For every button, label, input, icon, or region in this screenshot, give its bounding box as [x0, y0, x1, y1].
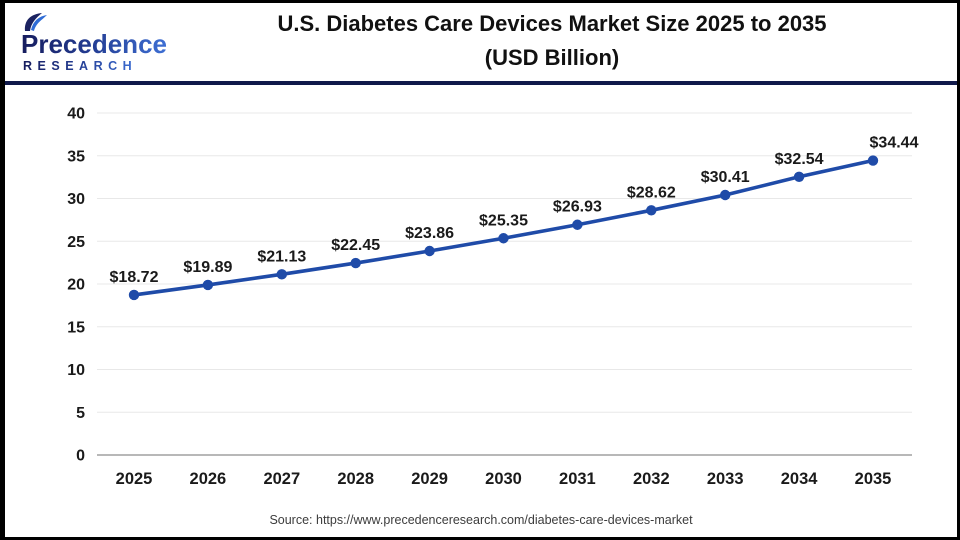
data-label: $32.54: [775, 151, 824, 168]
x-tick-label: 2030: [485, 470, 522, 488]
data-label: $21.13: [257, 248, 306, 265]
x-tick-label: 2033: [707, 470, 744, 488]
data-point: [276, 269, 287, 280]
data-label: $18.72: [110, 269, 159, 286]
data-point: [202, 279, 214, 291]
logo-subtext: RESEARCH: [23, 59, 137, 73]
leaf-icon-highlight: [31, 15, 47, 31]
header-divider: [5, 81, 957, 85]
source-citation: Source: https://www.precedenceresearch.c…: [269, 513, 693, 527]
data-point: [793, 171, 805, 182]
data-label: $22.45: [331, 237, 380, 254]
y-tick-label: 5: [76, 405, 85, 422]
x-tick-label: 2027: [263, 470, 300, 488]
data-point: [572, 219, 583, 230]
y-tick-label: 35: [67, 148, 85, 165]
y-tick-label: 15: [67, 319, 85, 336]
data-label: $28.62: [627, 184, 676, 201]
chart-area: 0 5 10 15 20 25 30 35 40 $18.72 2025 $19.89 2026 $21.…: [5, 85, 957, 491]
precedence-research-logo: Precedence RESEARCH: [21, 13, 167, 73]
y-tick-label: 25: [67, 234, 85, 251]
header: Precedence RESEARCH U.S. Diabetes Care D…: [5, 3, 957, 81]
y-tick-label: 40: [67, 106, 85, 123]
chart-title-line2: (USD Billion): [484, 45, 620, 70]
x-tick-label: 2029: [411, 470, 448, 488]
y-tick-label: 0: [76, 448, 85, 465]
data-point: [646, 205, 657, 216]
data-label: $25.35: [479, 212, 528, 229]
x-tick-label: 2025: [116, 470, 153, 488]
x-tick-label: 2031: [559, 470, 596, 488]
market-line-chart: 0510152025303540$18.722025$19.892026$21.…: [67, 106, 919, 489]
data-point: [128, 289, 140, 301]
y-tick-label: 20: [67, 277, 85, 294]
y-tick-label: 30: [67, 191, 85, 208]
logo-wordmark: Precedence: [21, 29, 167, 59]
data-point: [867, 155, 879, 166]
chart-title-line1: U.S. Diabetes Care Devices Market Size 2…: [277, 11, 827, 36]
x-tick-label: 2026: [190, 470, 227, 488]
data-point: [720, 189, 731, 201]
data-point: [498, 233, 509, 244]
y-tick-label: 10: [67, 362, 85, 379]
x-tick-label: 2028: [337, 470, 374, 488]
chart-title: U.S. Diabetes Care Devices Market Size 2…: [155, 7, 949, 75]
data-label: $19.89: [183, 259, 232, 276]
data-point: [424, 245, 435, 257]
data-label: $34.44: [870, 135, 919, 152]
data-label: $23.86: [405, 225, 454, 242]
x-tick-label: 2035: [855, 470, 892, 488]
data-label: $30.41: [701, 169, 750, 186]
data-point: [350, 257, 361, 269]
leaf-icon: [24, 13, 42, 31]
x-tick-label: 2034: [781, 470, 819, 488]
x-tick-label: 2032: [633, 470, 670, 488]
data-label: $26.93: [553, 199, 602, 216]
